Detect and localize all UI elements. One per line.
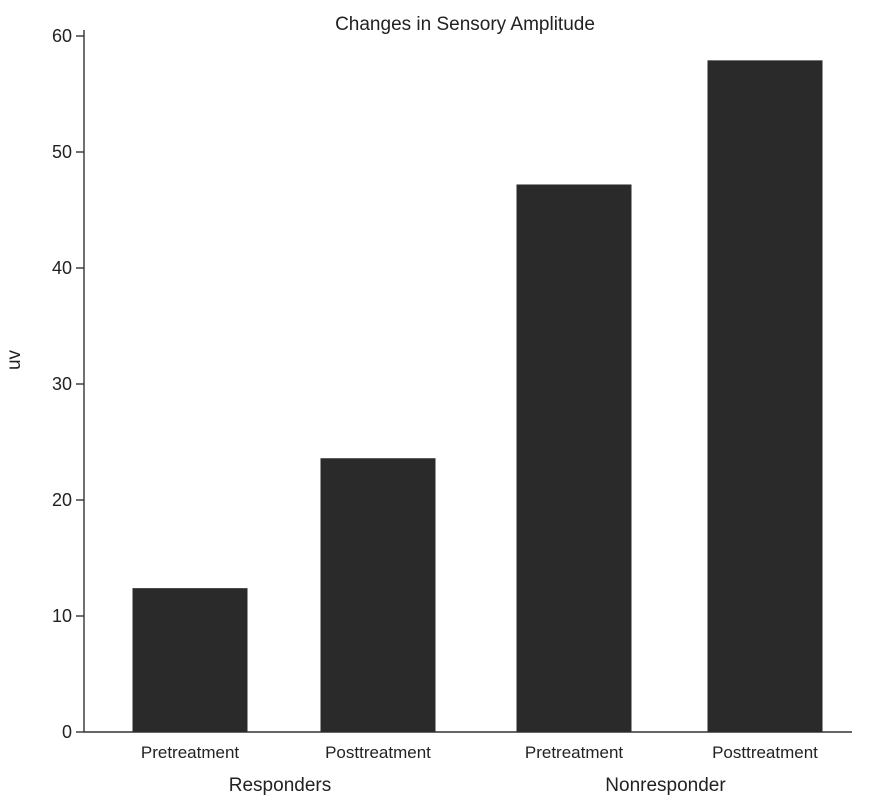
group-labels: Responders Nonresponder [229,775,727,796]
bar [516,184,632,733]
category-label: Posttreatment [325,743,431,762]
group-label: Nonresponder [605,775,726,796]
y-tick-label: 0 [62,722,72,742]
y-tick-label: 20 [52,490,72,510]
category-label: Pretreatment [141,743,240,762]
y-axis-title: uv [4,349,25,370]
category-label: Pretreatment [525,743,624,762]
bars-group [132,60,823,733]
y-tick-label: 60 [52,26,72,46]
bar [132,588,248,732]
y-tick-label: 50 [52,142,72,162]
category-label: Posttreatment [712,743,818,762]
chart-title: Changes in Sensory Amplitude [335,14,595,35]
category-labels: Pretreatment Posttreatment Pretreatment Pos… [141,743,818,762]
bar [320,458,436,732]
group-label: Responders [229,775,331,796]
y-axis-ticks: 0 10 20 30 40 50 60 [52,26,84,742]
y-tick-label: 30 [52,374,72,394]
y-tick-label: 40 [52,258,72,278]
bar [707,60,823,733]
y-tick-label: 10 [52,606,72,626]
